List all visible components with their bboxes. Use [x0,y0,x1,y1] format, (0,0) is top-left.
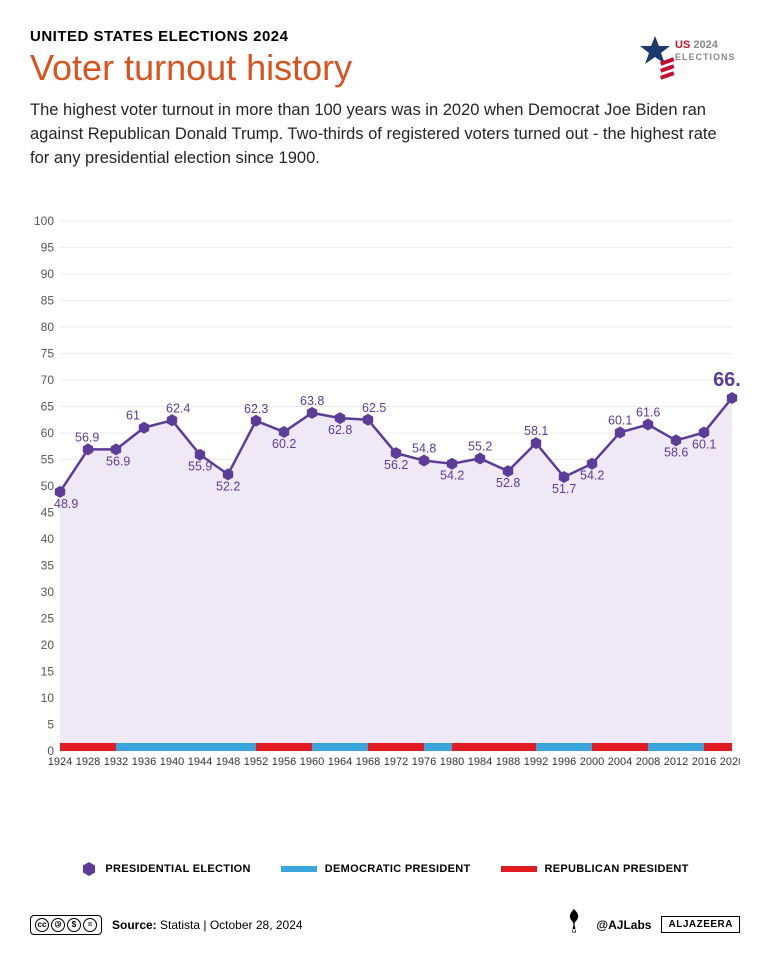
svg-text:65: 65 [41,399,55,413]
svg-text:1944: 1944 [188,756,212,768]
legend-label: DEMOCRATIC PRESIDENT [325,863,471,875]
svg-text:1968: 1968 [356,756,380,768]
svg-text:2004: 2004 [608,756,632,768]
chart-description: The highest voter turnout in more than 1… [30,99,730,171]
ajlabs-handle: @AJLabs [596,918,651,932]
svg-text:80: 80 [41,320,55,334]
svg-text:54.8: 54.8 [412,441,436,455]
us-elections-logo: US 2024 ELECTIONS [630,28,740,88]
svg-text:58.6: 58.6 [664,445,688,459]
svg-text:54.2: 54.2 [440,469,464,483]
svg-text:62.5: 62.5 [362,401,386,415]
svg-text:1940: 1940 [160,756,184,768]
turnout-chart: 0510152025303540455055606570758085909510… [30,211,740,811]
svg-text:62.3: 62.3 [244,402,268,416]
svg-text:90: 90 [41,267,55,281]
svg-text:1960: 1960 [300,756,324,768]
svg-text:60: 60 [41,426,55,440]
svg-text:1988: 1988 [496,756,520,768]
legend-swatch [501,866,537,872]
svg-text:1976: 1976 [412,756,436,768]
svg-text:60.2: 60.2 [272,437,296,451]
legend-swatch [281,866,317,872]
svg-text:2020: 2020 [720,756,740,768]
svg-text:1972: 1972 [384,756,408,768]
svg-text:52.2: 52.2 [216,479,240,493]
svg-text:75: 75 [41,346,55,360]
svg-text:2008: 2008 [636,756,660,768]
svg-text:1952: 1952 [244,756,268,768]
svg-text:1980: 1980 [440,756,464,768]
svg-text:45: 45 [41,505,55,519]
svg-text:60.1: 60.1 [692,437,716,451]
svg-text:2012: 2012 [664,756,688,768]
svg-text:1956: 1956 [272,756,296,768]
svg-text:52.8: 52.8 [496,476,520,490]
svg-text:1948: 1948 [216,756,240,768]
source-label: Source: [112,918,157,932]
svg-text:1996: 1996 [552,756,576,768]
svg-text:50: 50 [41,479,55,493]
svg-text:25: 25 [41,611,55,625]
chart-legend: PRESIDENTIAL ELECTION DEMOCRATIC PRESIDEN… [30,861,740,877]
svg-text:1936: 1936 [132,756,156,768]
svg-text:55.9: 55.9 [188,459,212,473]
svg-text:20: 20 [41,638,55,652]
svg-text:10: 10 [41,691,55,705]
legend-item: REPUBLICAN PRESIDENT [501,863,689,875]
legend-label: PRESIDENTIAL ELECTION [105,863,250,875]
svg-text:30: 30 [41,585,55,599]
svg-text:56.9: 56.9 [75,430,99,444]
aljazeera-logo-icon [562,907,586,942]
svg-text:US 2024: US 2024 [675,39,719,51]
legend-label: REPUBLICAN PRESIDENT [545,863,689,875]
svg-text:56.2: 56.2 [384,458,408,472]
source-value: Statista | October 28, 2024 [160,918,303,932]
footer-source: cc 🄯 $ = Source: Statista | October 28, … [30,915,303,935]
svg-text:55.2: 55.2 [468,439,492,453]
legend-item: DEMOCRATIC PRESIDENT [281,863,471,875]
svg-text:1928: 1928 [76,756,100,768]
svg-text:ELECTIONS: ELECTIONS [675,52,736,62]
aljazeera-wordmark: ALJAZEERA [661,916,740,933]
svg-text:51.7: 51.7 [552,482,576,496]
svg-text:35: 35 [41,558,55,572]
kicker: UNITED STATES ELECTIONS 2024 [30,28,352,45]
svg-text:54.2: 54.2 [580,469,604,483]
svg-text:61.6: 61.6 [636,405,660,419]
svg-text:5: 5 [47,717,54,731]
page-title: Voter turnout history [30,47,352,89]
svg-text:1984: 1984 [468,756,492,768]
svg-text:61: 61 [126,408,140,422]
svg-text:58.1: 58.1 [524,424,548,438]
svg-text:2016: 2016 [692,756,716,768]
svg-text:60.1: 60.1 [608,413,632,427]
svg-text:56.9: 56.9 [106,454,130,468]
hexagon-icon [81,861,97,877]
svg-text:66.6: 66.6 [713,369,740,391]
svg-text:70: 70 [41,373,55,387]
svg-text:55: 55 [41,452,55,466]
svg-text:100: 100 [34,214,54,228]
svg-text:1964: 1964 [328,756,352,768]
svg-text:48.9: 48.9 [54,497,78,511]
svg-text:1932: 1932 [104,756,128,768]
svg-text:1924: 1924 [48,756,72,768]
svg-text:62.8: 62.8 [328,423,352,437]
svg-text:63.8: 63.8 [300,394,324,408]
cc-license-icon: cc 🄯 $ = [30,915,102,935]
svg-text:85: 85 [41,293,55,307]
svg-text:2000: 2000 [580,756,604,768]
svg-text:40: 40 [41,532,55,546]
svg-text:15: 15 [41,664,55,678]
svg-text:62.4: 62.4 [166,401,190,415]
svg-text:95: 95 [41,240,55,254]
legend-item: PRESIDENTIAL ELECTION [81,861,250,877]
svg-text:1992: 1992 [524,756,548,768]
